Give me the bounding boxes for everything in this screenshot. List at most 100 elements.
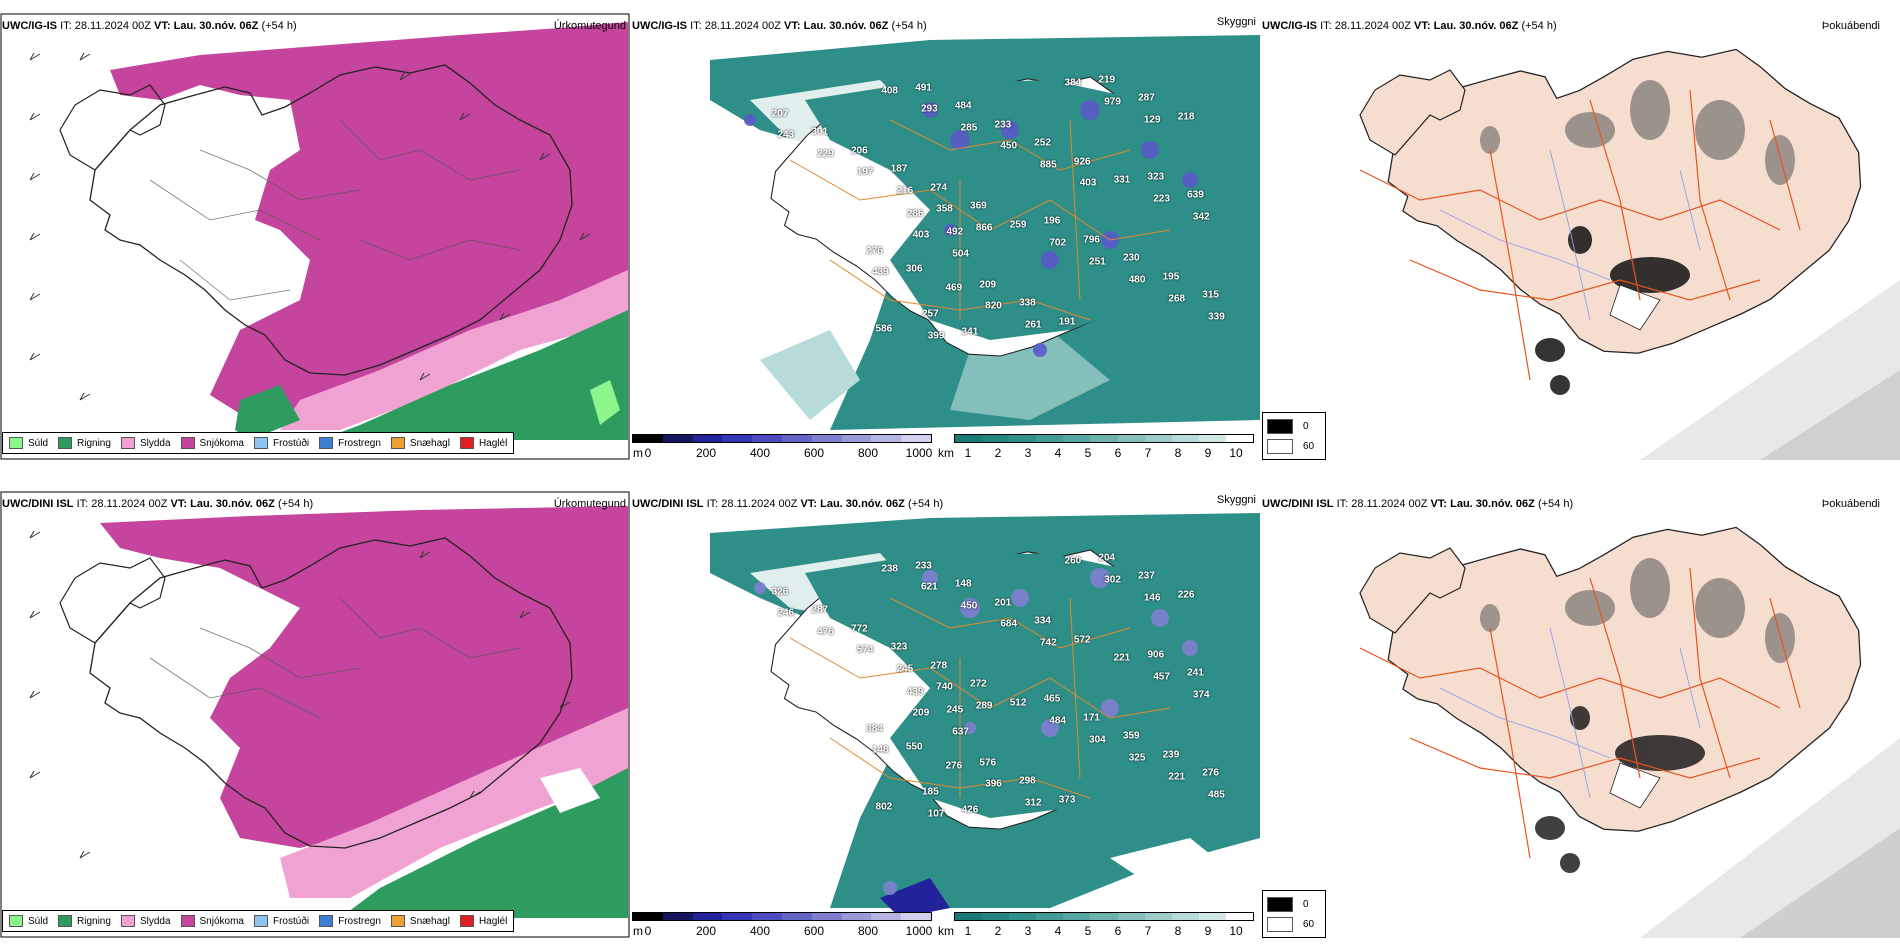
elevation-label: 209 xyxy=(979,279,997,291)
elevation-label: 621 xyxy=(920,581,938,593)
legend-item: Haglél xyxy=(459,915,507,927)
elevation-label: 229 xyxy=(817,148,834,160)
elevation-label: 245 xyxy=(896,663,914,675)
elevation-label: 226 xyxy=(1177,589,1195,601)
fog-legend-row2: 0 60 xyxy=(1262,890,1326,938)
elevation-label: 399 xyxy=(927,330,945,342)
elevation-label: 148 xyxy=(954,578,972,590)
elevation-label: 206 xyxy=(851,145,868,157)
elevation-label: 209 xyxy=(912,707,930,719)
precip-legend-row2: Súld Rigning Slydda Snjókoma Frostúði Fr… xyxy=(2,910,515,932)
elevation-colorbar-swatches xyxy=(632,912,932,921)
elevation-label: 408 xyxy=(881,85,898,97)
visibility-map-row2 xyxy=(630,513,1260,918)
elevation-label: 221 xyxy=(1113,652,1131,664)
fog-title-row2: UWC/DINI ISL IT: 28.11.2024 00Z VT: Lau.… xyxy=(1262,498,1574,510)
legend-item: Frostúði xyxy=(253,915,309,927)
elevation-label: 979 xyxy=(1104,96,1121,108)
elev-tick: 400 xyxy=(749,924,771,938)
elevation-label: 492 xyxy=(946,226,964,238)
precip-map-row1 xyxy=(0,13,630,460)
elevation-label: 245 xyxy=(946,704,964,716)
elevation-label: 342 xyxy=(1192,211,1210,223)
precip-field-name-row2: Úrkomutegund xyxy=(553,498,626,510)
elevation-label: 637 xyxy=(952,726,969,738)
elevation-label: 301 xyxy=(811,126,829,138)
elevation-colorbar-row2: m 0 200 400 600 800 1000 xyxy=(632,912,932,938)
elevation-label: 550 xyxy=(905,741,923,753)
elevation-label: 286 xyxy=(906,208,924,220)
vis-tick: 5 xyxy=(1084,924,1092,938)
elevation-label: 323 xyxy=(890,641,908,653)
elevation-label: 257 xyxy=(921,308,939,320)
elevation-label: 302 xyxy=(1104,574,1121,586)
elevation-label: 233 xyxy=(994,119,1012,131)
elevation-label: 148 xyxy=(871,744,889,756)
elevation-label: 639 xyxy=(1187,189,1204,201)
elevation-label: 866 xyxy=(975,222,993,234)
elevation-label: 369 xyxy=(970,200,987,212)
legend-item: Rigning xyxy=(58,437,111,449)
vis-tick: 6 xyxy=(1114,924,1122,938)
legend-item: Súld xyxy=(9,437,48,449)
fog-legend-item: 0 xyxy=(1267,894,1321,914)
legend-item: Súld xyxy=(9,915,48,927)
elevation-label: 246 xyxy=(777,607,795,619)
elevation-label: 450 xyxy=(1000,140,1018,152)
elevation-label: 684 xyxy=(1000,618,1018,630)
elevation-label: 261 xyxy=(1024,319,1042,331)
elevation-label: 439 xyxy=(906,686,924,698)
elevation-label: 586 xyxy=(875,323,893,335)
elevation-label: 906 xyxy=(1147,649,1165,661)
fog-panel-row1: UWC/IG-IS IT: 28.11.2024 00Z VT: Lau. 30… xyxy=(1260,0,1900,460)
elevation-label: 885 xyxy=(1040,159,1057,171)
elevation-colorbar-swatches xyxy=(632,434,932,443)
elevation-label: 772 xyxy=(851,623,868,635)
fog-legend-row1: 0 60 xyxy=(1262,412,1326,460)
elevation-label: 359 xyxy=(1122,730,1140,742)
legend-item: Frostregn xyxy=(319,915,381,927)
elev-tick: 200 xyxy=(695,924,717,938)
elevation-label: 802 xyxy=(875,801,893,813)
visibility-colorbar-row1: km 1 2 3 4 5 6 7 8 9 10 xyxy=(938,434,1254,460)
elevation-label: 207 xyxy=(771,108,789,120)
legend-item: Haglél xyxy=(459,437,507,449)
elevation-label: 185 xyxy=(921,786,939,798)
elevation-label: 216 xyxy=(896,185,914,197)
elevation-label: 285 xyxy=(960,122,978,134)
elevation-label: 260 xyxy=(1064,555,1082,567)
elevation-label: 403 xyxy=(1079,177,1097,189)
elevation-label: 439 xyxy=(871,266,889,278)
elevation-label: 195 xyxy=(1162,271,1180,283)
elevation-label: 426 xyxy=(961,804,979,816)
elevation-label: 315 xyxy=(1202,289,1219,301)
elevation-label: 129 xyxy=(1143,114,1161,126)
elevation-label: 306 xyxy=(905,263,923,275)
legend-item: Frostregn xyxy=(319,437,381,449)
elev-tick: 0 xyxy=(644,446,652,460)
elevation-label: 323 xyxy=(1147,171,1165,183)
elevation-label: 326 xyxy=(771,586,789,598)
elevation-label: 278 xyxy=(930,660,948,672)
precip-panel-row2: UWC/DINI ISL IT: 28.11.2024 00Z VT: Lau.… xyxy=(0,478,630,938)
elevation-label: 504 xyxy=(952,248,969,260)
visibility-panel-row2: UWC/DINI ISL IT: 28.11.2024 00Z VT: Lau.… xyxy=(630,478,1260,938)
elevation-label: 450 xyxy=(960,600,978,612)
fog-legend-item: 0 xyxy=(1267,416,1321,436)
vis-tick: 5 xyxy=(1084,446,1092,460)
fog-legend-item: 60 xyxy=(1267,436,1321,456)
vis-tick: 7 xyxy=(1144,924,1152,938)
elevation-label: 576 xyxy=(979,757,997,769)
elevation-label: 238 xyxy=(881,563,898,575)
elevation-label: 252 xyxy=(1034,137,1051,149)
elevation-label: 796 xyxy=(1083,234,1100,246)
elevation-label: 293 xyxy=(920,103,938,115)
elevation-label: 298 xyxy=(1019,775,1036,787)
elevation-label: 742 xyxy=(1040,637,1057,649)
elevation-label: 491 xyxy=(915,82,932,94)
elevation-label: 396 xyxy=(985,778,1002,790)
elevation-label: 219 xyxy=(1098,74,1116,86)
fog-map-row1 xyxy=(1359,48,1900,460)
precip-title-row2: UWC/DINI ISL IT: 28.11.2024 00Z VT: Lau.… xyxy=(2,498,314,510)
elevation-label: 107 xyxy=(927,808,945,820)
